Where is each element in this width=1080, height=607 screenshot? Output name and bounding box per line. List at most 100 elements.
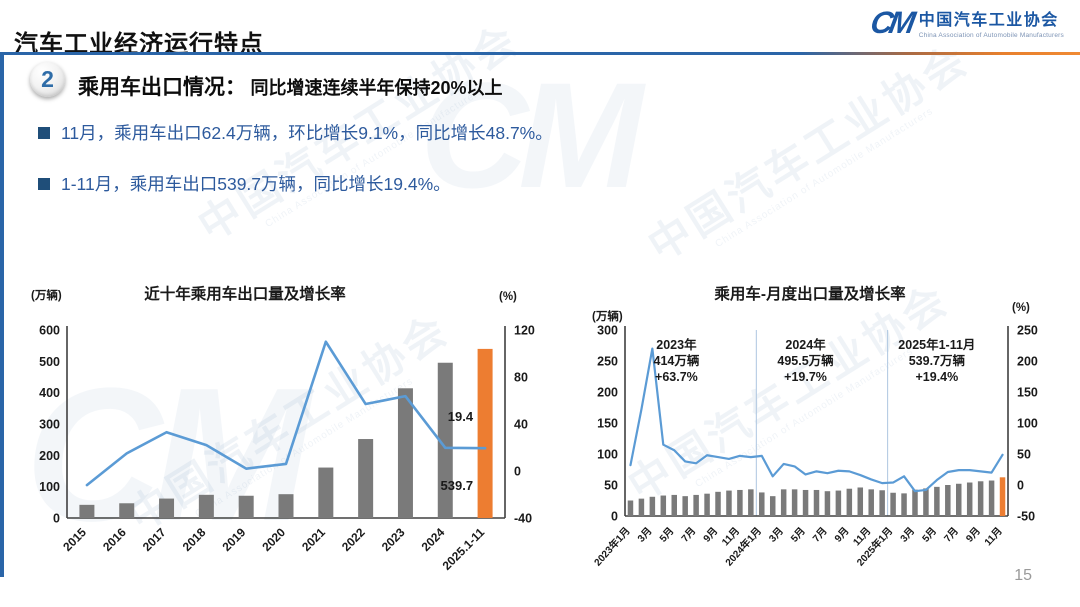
bar xyxy=(358,439,374,518)
bar xyxy=(780,489,787,516)
bar xyxy=(977,481,984,516)
bar xyxy=(945,485,951,516)
bar xyxy=(437,362,453,518)
chart-annotation: 2024年 xyxy=(785,337,826,352)
caam-logo: CM 中国汽车工业协会 China Association of Automob… xyxy=(867,5,1064,40)
left-axis-tick: 0 xyxy=(53,512,60,526)
bar xyxy=(737,489,743,516)
bullet-list: 11月，乘用车出口62.4万辆，环比增长9.1%，同比增长48.7%。 1-11… xyxy=(38,120,553,222)
bar xyxy=(956,483,962,516)
bar xyxy=(999,477,1006,516)
bar xyxy=(682,496,688,516)
x-axis-label: 2023年1月 xyxy=(591,524,633,568)
bar xyxy=(879,490,885,516)
x-axis-label: 7月 xyxy=(942,525,961,545)
x-axis-label: 7月 xyxy=(810,525,829,545)
left-axis-tick: 250 xyxy=(597,355,618,369)
chart-exports-monthly: 乘用车-月度出口量及增长率 (万辆) (%) 0 50 100 150 200 250 300 -5… xyxy=(591,284,1038,569)
caam-logo-icon: CM xyxy=(867,5,914,40)
bar xyxy=(693,494,699,516)
right-axis-tick: 150 xyxy=(1017,386,1038,400)
left-axis-tick: 300 xyxy=(39,418,60,432)
chart-annotation: 495.5万辆 xyxy=(777,353,834,368)
section-heading-row: 乘用车出口情况： 同比增速连续半年保持20%以上 xyxy=(78,71,502,101)
bar xyxy=(79,504,95,518)
left-axis-tick: 100 xyxy=(39,480,60,494)
right-axis-tick: 250 xyxy=(1017,324,1038,338)
x-axis-label: 2025.1-11 xyxy=(440,525,488,573)
left-accent-stripe xyxy=(0,55,4,577)
bullet-text: 1-11月，乘用车出口539.7万辆，同比增长19.4%。 xyxy=(61,174,451,194)
x-axis-label: 2018 xyxy=(180,525,209,554)
left-axis-tick: 200 xyxy=(597,386,618,400)
left-axis-tick: 100 xyxy=(597,448,618,462)
bar xyxy=(119,503,135,518)
bar xyxy=(715,491,721,516)
header-divider xyxy=(0,52,1080,55)
bar xyxy=(477,348,493,518)
right-axis-tick: -40 xyxy=(514,512,532,526)
bar xyxy=(769,496,776,516)
bar xyxy=(649,496,656,516)
bar xyxy=(934,486,940,516)
bullet-square-icon xyxy=(38,126,50,139)
bar xyxy=(238,495,254,518)
right-axis-unit: (%) xyxy=(499,291,517,303)
x-axis-label: 3月 xyxy=(767,525,786,545)
right-axis-tick: 40 xyxy=(514,418,528,432)
bar xyxy=(198,494,214,518)
bar xyxy=(704,493,710,516)
x-axis-label: 2021 xyxy=(299,525,328,554)
right-axis-tick: 200 xyxy=(1017,355,1038,369)
x-axis-label: 11月 xyxy=(982,525,1005,548)
right-axis-tick: 80 xyxy=(514,371,528,385)
x-axis-label: 2023 xyxy=(379,525,408,554)
right-axis-tick: 0 xyxy=(514,465,521,479)
bar xyxy=(912,489,918,516)
bullet-text: 11月，乘用车出口62.4万辆，环比增长9.1%，同比增长48.7%。 xyxy=(61,123,553,143)
x-axis-label: 9月 xyxy=(832,525,851,545)
chart-exports-annual: 近十年乘用车出口量及增长率(万辆) (%)0100200300400500600-… xyxy=(31,284,535,573)
chart-annotation: +19.4% xyxy=(915,370,958,384)
section-heading: 乘用车出口情况： xyxy=(78,76,246,99)
x-axis-label: 9月 xyxy=(701,525,720,545)
bullet-item: 11月，乘用车出口62.4万辆，环比增长9.1%，同比增长48.7%。 xyxy=(38,120,553,145)
bar xyxy=(813,489,820,516)
right-axis-tick: 100 xyxy=(1017,417,1038,431)
right-axis-tick: 120 xyxy=(514,324,535,338)
chart-annotation: 539.7万辆 xyxy=(909,353,966,368)
x-axis-label: 5月 xyxy=(788,525,807,545)
growth-line xyxy=(629,347,1004,493)
x-axis-label: 2024 xyxy=(419,525,448,554)
bar xyxy=(159,498,175,518)
bullet-item: 1-11月，乘用车出口539.7万辆，同比增长19.4%。 xyxy=(38,171,553,196)
right-axis-tick: 50 xyxy=(1017,448,1031,462)
bar xyxy=(397,388,413,518)
section-number-badge: 2 xyxy=(30,62,65,97)
bar xyxy=(791,489,798,516)
x-axis-label: 5月 xyxy=(657,525,676,545)
chart-annotation: 2023年 xyxy=(656,337,697,352)
bar xyxy=(988,480,995,516)
bar xyxy=(759,492,765,516)
bar xyxy=(671,494,677,516)
x-axis-label: 2020 xyxy=(259,525,288,554)
bar xyxy=(966,482,973,516)
chart-title: 近十年乘用车出口量及增长率 xyxy=(144,284,346,303)
bar xyxy=(726,490,732,516)
x-axis-label: 2022 xyxy=(339,525,368,554)
bar xyxy=(846,488,853,516)
chart-annotation: 2025年1-11月 xyxy=(898,337,975,352)
right-axis-tick: 0 xyxy=(1017,479,1024,493)
bar xyxy=(824,491,831,516)
left-axis-tick: 300 xyxy=(597,324,618,338)
chart-annotation: +19.7% xyxy=(784,370,827,384)
bar xyxy=(901,493,907,516)
logo-org-name-cn: 中国汽车工业协会 xyxy=(918,12,1059,29)
bar xyxy=(318,467,334,518)
x-axis-label: 2017 xyxy=(140,525,169,554)
left-axis-tick: 400 xyxy=(39,386,60,400)
value-label: 539.7 xyxy=(441,478,474,493)
page-number: 15 xyxy=(1014,567,1032,584)
